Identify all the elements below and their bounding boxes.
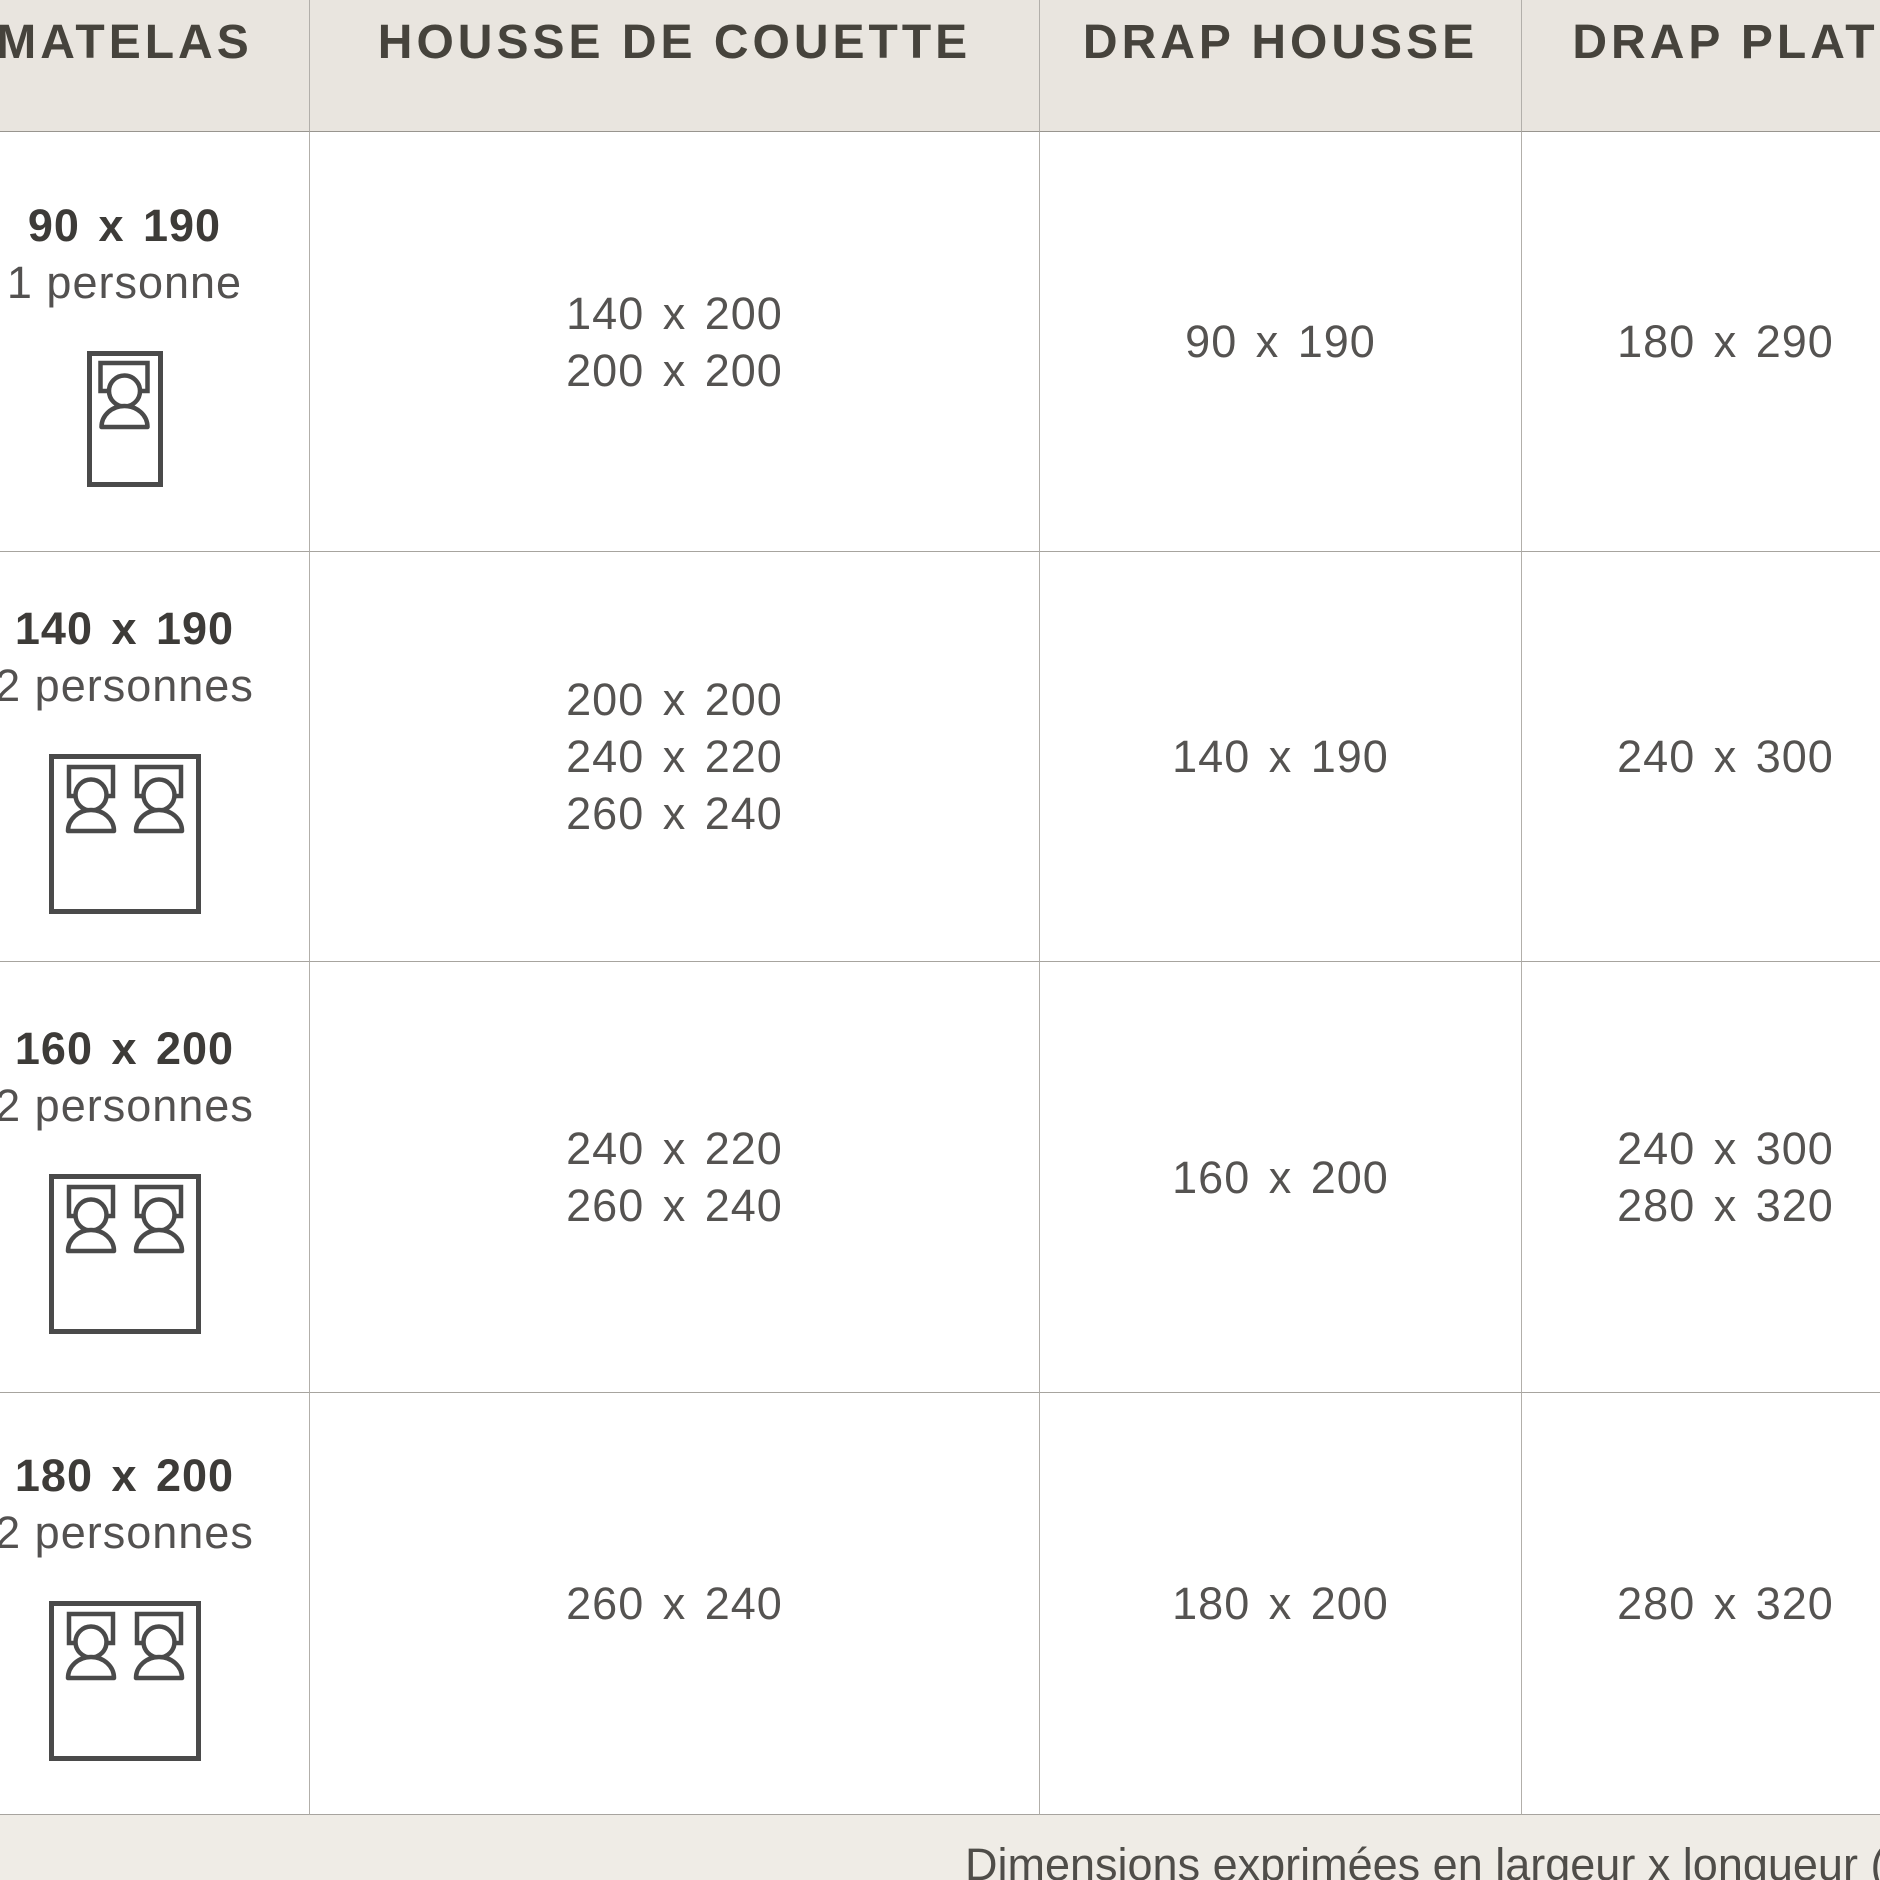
size-value: 200 x 200	[566, 674, 783, 725]
housse-de-couette-cell: 260 x 240	[310, 1393, 1040, 1815]
drap-housse-cell: 160 x 200	[1040, 962, 1522, 1393]
column-header-label: HOUSSE DE COUETTE	[377, 16, 972, 69]
matelas-cell: 140 x 190 2 personnes	[0, 552, 310, 962]
drap-plat-cell: 240 x 300	[1522, 552, 1880, 962]
housse-de-couette-cell: 200 x 200 240 x 220 260 x 240	[310, 552, 1040, 962]
drap-housse-cell: 140 x 190	[1040, 552, 1522, 962]
column-header-label: MATELAS	[0, 16, 253, 69]
size-value: 180 x 200	[1172, 1578, 1389, 1629]
column-header-housse-de-couette: HOUSSE DE COUETTE	[310, 0, 1040, 132]
size-value: 140 x 200	[566, 287, 783, 339]
persons-label: 2 personnes	[0, 1080, 254, 1131]
drap-plat-cell: 280 x 320	[1522, 1393, 1880, 1815]
size-value: 260 x 240	[566, 1578, 783, 1629]
size-value: 140 x 190	[1172, 731, 1389, 782]
drap-housse-cell: 90 x 190	[1040, 132, 1522, 552]
mattress-size-label: 140 x 190	[14, 602, 235, 654]
size-value: 240 x 220	[566, 731, 783, 782]
size-value: 240 x 300	[1617, 1123, 1834, 1174]
column-header-drap-housse: DRAP HOUSSE	[1040, 0, 1522, 132]
persons-label: 2 personnes	[0, 659, 254, 711]
mattress-size-label: 160 x 200	[14, 1023, 235, 1074]
mattress-size-label: 90 x 190	[27, 199, 222, 251]
table-footer: Dimensions exprimées en largeur x longue…	[0, 1815, 1880, 1880]
persons-label: 1 personne	[6, 256, 243, 308]
double-bed-icon	[48, 753, 201, 914]
column-header-matelas: MATELAS	[0, 0, 310, 132]
housse-de-couette-cell: 240 x 220 260 x 240	[310, 962, 1040, 1393]
drap-plat-cell: 180 x 290	[1522, 132, 1880, 552]
size-value: 260 x 240	[566, 788, 783, 839]
matelas-cell: 160 x 200 2 personnes	[0, 962, 310, 1393]
column-header-drap-plat: DRAP PLAT	[1522, 0, 1880, 132]
size-value: 180 x 290	[1617, 316, 1834, 367]
column-header-label: DRAP HOUSSE	[1082, 16, 1479, 69]
size-value: 240 x 220	[566, 1123, 783, 1174]
column-header-label: DRAP PLAT	[1572, 16, 1879, 69]
matelas-cell: 180 x 200 2 personnes	[0, 1393, 310, 1815]
size-value: 260 x 240	[566, 1180, 783, 1231]
housse-de-couette-cell: 140 x 200 200 x 200	[310, 132, 1040, 552]
single-bed-icon	[86, 350, 163, 487]
size-table-grid: MATELAS HOUSSE DE COUETTE DRAP HOUSSE DR…	[0, 0, 1880, 1815]
dimensions-note: Dimensions exprimées en largeur x longue…	[965, 1839, 1880, 1880]
size-value: 90 x 190	[1185, 316, 1376, 367]
double-bed-icon	[48, 1174, 201, 1334]
drap-housse-cell: 180 x 200	[1040, 1393, 1522, 1815]
double-bed-icon	[48, 1600, 201, 1761]
size-value: 200 x 200	[566, 344, 783, 396]
size-value: 160 x 200	[1172, 1151, 1389, 1203]
size-value: 280 x 320	[1617, 1578, 1834, 1629]
mattress-size-label: 180 x 200	[14, 1449, 235, 1501]
drap-plat-cell: 240 x 300 280 x 320	[1522, 962, 1880, 1393]
size-value: 280 x 320	[1617, 1180, 1834, 1231]
size-value: 240 x 300	[1617, 731, 1834, 782]
matelas-cell: 90 x 190 1 personne	[0, 132, 310, 552]
persons-label: 2 personnes	[0, 1506, 254, 1558]
